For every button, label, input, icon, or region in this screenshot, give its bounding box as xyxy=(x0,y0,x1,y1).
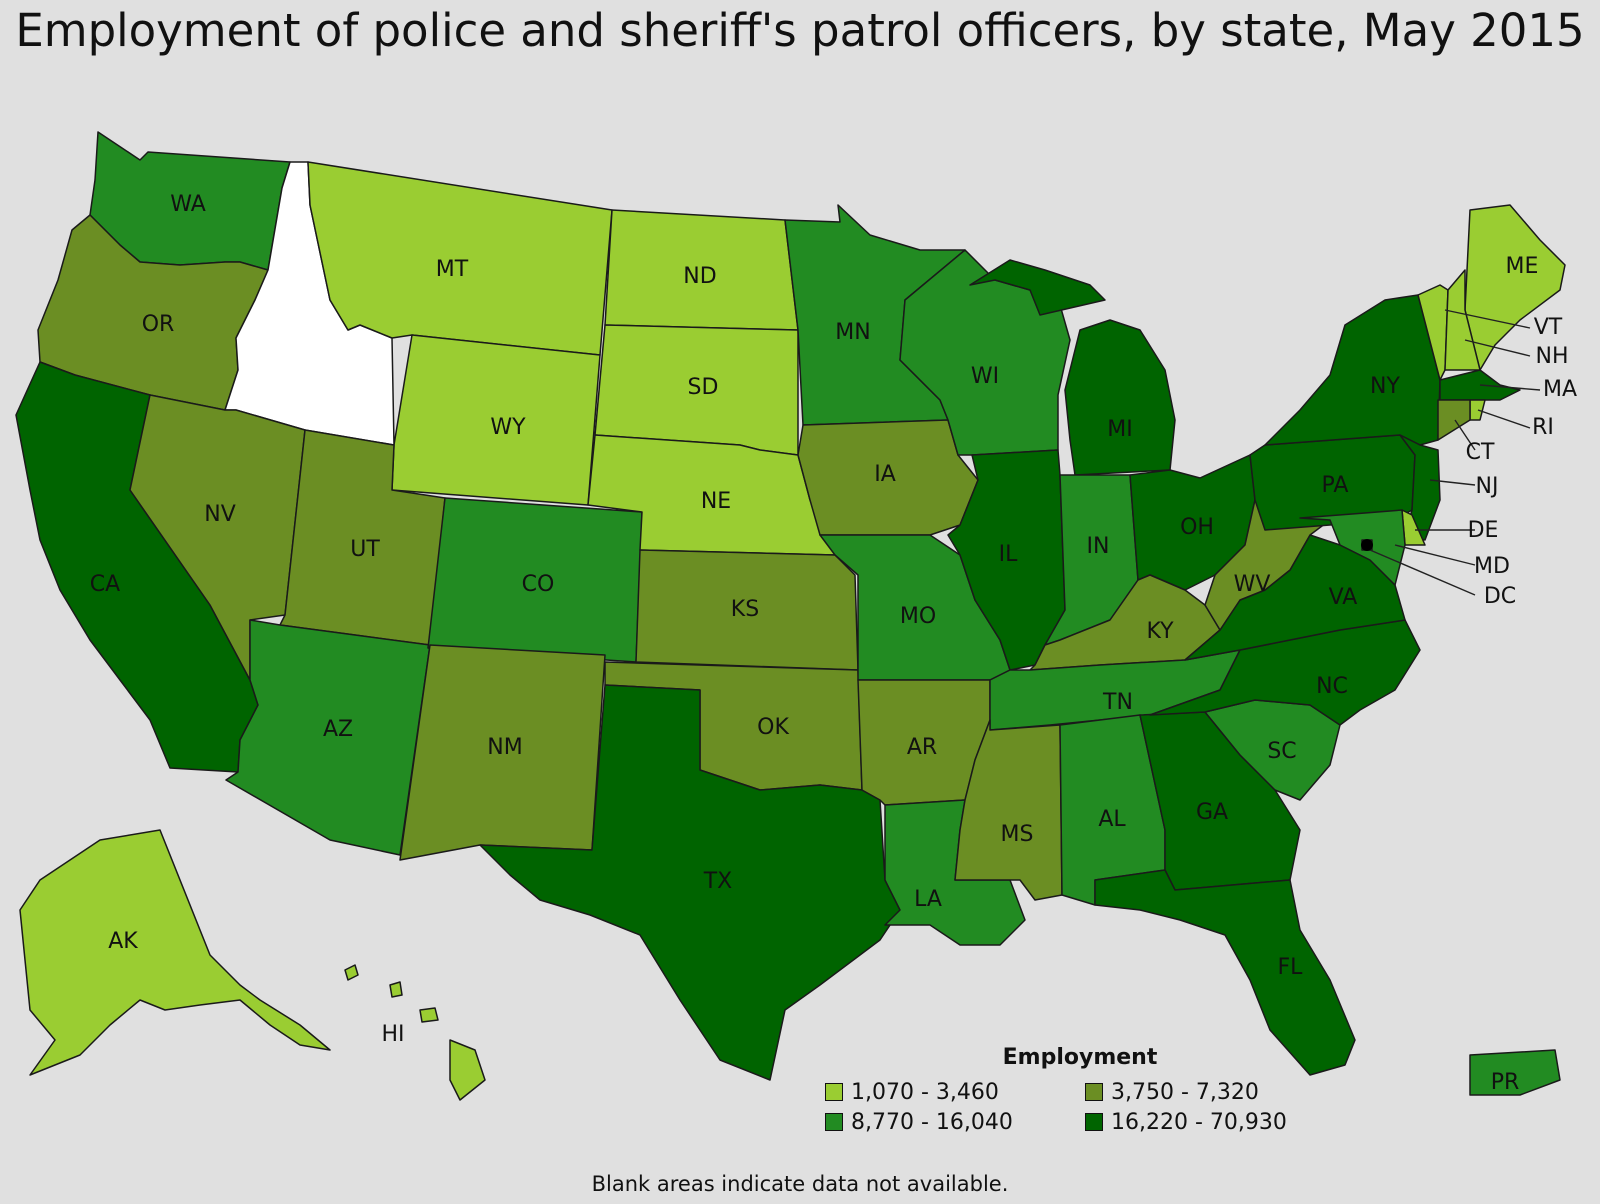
legend-title: Employment xyxy=(1002,1045,1158,1070)
leader-RI xyxy=(1477,409,1531,429)
label-ND: ND xyxy=(683,264,716,289)
legend-item: 16,220 - 70,930 xyxy=(1085,1108,1335,1136)
label-MI: MI xyxy=(1107,417,1132,442)
state-CT[interactable] xyxy=(1437,399,1471,441)
legend-item: 1,070 - 3,460 xyxy=(825,1078,1085,1106)
label-ME: ME xyxy=(1506,254,1539,279)
label-AZ: AZ xyxy=(323,717,353,742)
label-TN: TN xyxy=(1102,690,1133,715)
label-RI: RI xyxy=(1532,415,1554,440)
state-MD[interactable] xyxy=(1299,509,1406,586)
legend-label: 1,070 - 3,460 xyxy=(851,1079,999,1105)
leader-MA xyxy=(1479,384,1541,391)
label-IN: IN xyxy=(1087,534,1110,559)
legend-label: 3,750 - 7,320 xyxy=(1111,1079,1259,1105)
label-NY: NY xyxy=(1370,374,1400,399)
footnote: Blank areas indicate data not available. xyxy=(591,1172,1009,1196)
label-VA: VA xyxy=(1329,585,1358,610)
legend-swatch xyxy=(1085,1113,1103,1131)
label-MA: MA xyxy=(1543,377,1577,402)
state-NJ[interactable] xyxy=(1399,434,1441,541)
legend-swatch xyxy=(825,1113,843,1131)
label-MN: MN xyxy=(835,320,870,345)
label-CT: CT xyxy=(1466,440,1495,465)
state-TX[interactable] xyxy=(479,684,901,1081)
label-CO: CO xyxy=(522,572,555,597)
state-MT[interactable] xyxy=(307,161,613,356)
label-MO: MO xyxy=(900,604,936,629)
legend-label: 8,770 - 16,040 xyxy=(851,1109,1013,1135)
state-PR[interactable] xyxy=(1469,1049,1561,1096)
legend-label: 16,220 - 70,930 xyxy=(1111,1109,1287,1135)
legend-item: 8,770 - 16,040 xyxy=(825,1108,1085,1136)
label-NJ: NJ xyxy=(1476,474,1499,499)
label-MS: MS xyxy=(1001,822,1034,847)
label-OH: OH xyxy=(1180,515,1214,540)
label-HI: HI xyxy=(381,1022,404,1047)
label-KS: KS xyxy=(731,597,759,622)
label-CA: CA xyxy=(90,572,120,597)
label-WA: WA xyxy=(170,192,206,217)
legend-items: 1,070 - 3,460 3,750 - 7,320 8,770 - 16,0… xyxy=(825,1078,1335,1136)
state-MI[interactable] xyxy=(969,259,1176,476)
map-title: Employment of police and sheriff's patro… xyxy=(15,4,1585,57)
label-VT: VT xyxy=(1534,315,1563,340)
label-NM: NM xyxy=(487,735,522,760)
label-DC: DC xyxy=(1484,584,1516,609)
label-MT: MT xyxy=(436,257,469,282)
dc-marker xyxy=(1361,539,1373,551)
state-KS[interactable] xyxy=(635,549,859,671)
leader-CT xyxy=(1454,419,1476,451)
label-AR: AR xyxy=(907,735,937,760)
label-AK: AK xyxy=(108,929,138,954)
state-FL[interactable] xyxy=(1094,869,1356,1076)
state-NV[interactable] xyxy=(129,394,306,681)
label-FL: FL xyxy=(1278,955,1304,980)
leader-MD xyxy=(1394,544,1476,566)
label-DE: DE xyxy=(1468,518,1499,543)
legend: Employment 1,070 - 3,460 3,750 - 7,320 8… xyxy=(825,1045,1335,1136)
label-SC: SC xyxy=(1267,739,1296,764)
leader-DC xyxy=(1369,549,1476,596)
label-NH: NH xyxy=(1536,344,1569,369)
label-IA: IA xyxy=(874,462,896,487)
label-NV: NV xyxy=(204,502,236,527)
state-RI[interactable] xyxy=(1469,399,1486,421)
state-NY[interactable] xyxy=(1264,294,1441,446)
leader-NJ xyxy=(1429,479,1476,486)
label-WV: WV xyxy=(1234,572,1271,597)
state-HI[interactable] xyxy=(344,964,486,1101)
state-NH[interactable] xyxy=(1444,269,1481,371)
legend-swatch xyxy=(825,1083,843,1101)
state-AZ[interactable] xyxy=(225,619,431,856)
legend-item: 3,750 - 7,320 xyxy=(1085,1078,1335,1106)
label-UT: UT xyxy=(350,537,380,562)
label-WI: WI xyxy=(971,364,999,389)
label-PA: PA xyxy=(1322,473,1349,498)
state-AK[interactable] xyxy=(19,829,331,1076)
label-LA: LA xyxy=(914,887,942,912)
label-TX: TX xyxy=(703,869,733,894)
label-PR: PR xyxy=(1491,1070,1520,1095)
label-NE: NE xyxy=(701,489,731,514)
label-AL: AL xyxy=(1098,807,1126,832)
label-MD: MD xyxy=(1474,554,1510,579)
legend-swatch xyxy=(1085,1083,1103,1101)
state-WY[interactable] xyxy=(391,334,601,506)
label-IL: IL xyxy=(999,542,1018,567)
state-labels: WA OR CA NV MT WY UT AZ CO NM ND SD NE K… xyxy=(90,192,1577,1095)
label-NC: NC xyxy=(1316,674,1348,699)
label-OR: OR xyxy=(142,312,175,337)
label-WY: WY xyxy=(490,415,526,440)
label-SD: SD xyxy=(688,375,719,400)
leader-VT xyxy=(1444,309,1531,329)
label-GA: GA xyxy=(1196,800,1228,825)
leader-NH xyxy=(1464,339,1531,357)
label-KY: KY xyxy=(1146,619,1174,644)
label-OK: OK xyxy=(757,715,789,740)
